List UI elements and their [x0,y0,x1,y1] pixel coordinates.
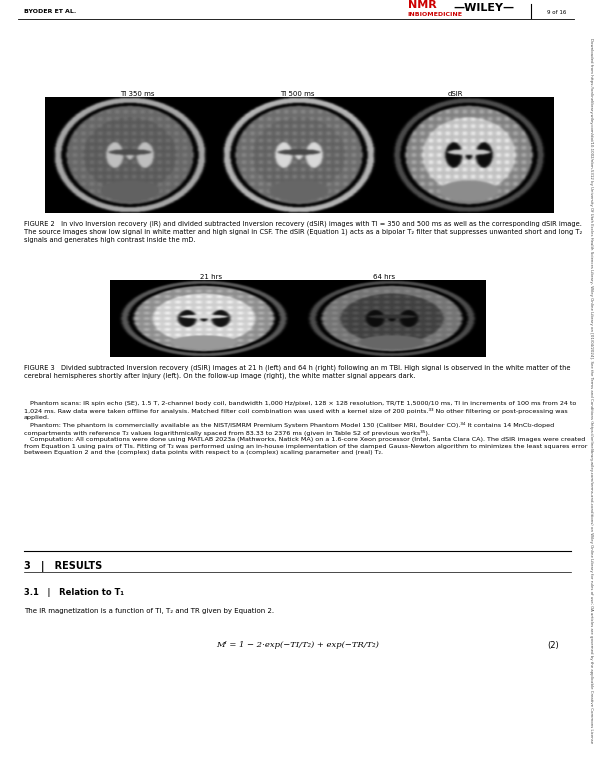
Text: 9 of 16: 9 of 16 [547,9,567,15]
Text: 64 hrs: 64 hrs [372,274,395,280]
Text: Mᴵ = 1 − 2⋅exp(−TI/T₂) + exp(−TR/T₂): Mᴵ = 1 − 2⋅exp(−TI/T₂) + exp(−TR/T₂) [216,641,379,649]
Text: NMR: NMR [408,0,436,9]
Text: Downloaded from https://onlinelibrary.wiley.com/doi/10.1002/nbm.5312 by Universi: Downloaded from https://onlinelibrary.wi… [589,38,593,744]
Text: dSIR: dSIR [447,91,463,97]
Text: FIGURE 3   Divided subtracted Inversion recovery (dSIR) images at 21 h (left) an: FIGURE 3 Divided subtracted Inversion re… [24,364,570,379]
Text: The IR magnetization is a function of TI, T₂ and TR given by Equation 2.: The IR magnetization is a function of TI… [24,608,274,614]
Text: —WILEY—: —WILEY— [453,3,515,13]
Text: FIGURE 2   In vivo Inversion recovery (IR) and divided subtracted Inversion reco: FIGURE 2 In vivo Inversion recovery (IR)… [24,221,582,242]
Text: 3.1   |   Relation to T₁: 3.1 | Relation to T₁ [24,588,124,597]
Text: (2): (2) [547,640,559,650]
Text: TI 500 ms: TI 500 ms [280,91,315,97]
Text: INBIOMEDICINE: INBIOMEDICINE [408,12,462,16]
Text: 21 hrs: 21 hrs [200,274,223,280]
Text: TI 350 ms: TI 350 ms [120,91,154,97]
Text: BYODER ET AL.: BYODER ET AL. [24,9,76,14]
Text: Phantom scans: IR spin echo (SE), 1.5 T, 2-channel body coil, bandwidth 1,000 Hz: Phantom scans: IR spin echo (SE), 1.5 T,… [24,401,587,455]
Text: 3   |   RESULTS: 3 | RESULTS [24,561,102,572]
